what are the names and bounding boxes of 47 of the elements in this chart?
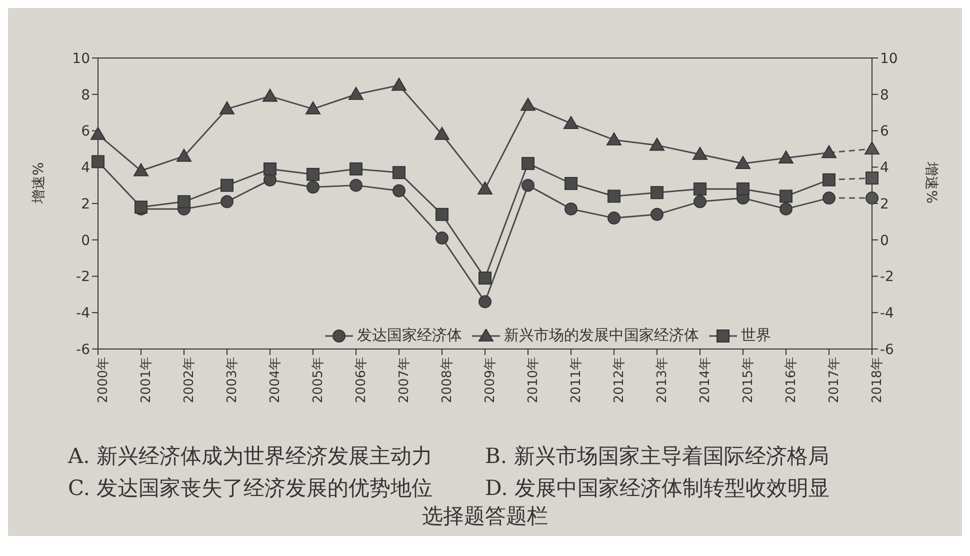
y-tick-label: 2 (81, 196, 90, 212)
x-tick-label: 2004年 (268, 357, 284, 404)
y-tick-label: 4 (81, 160, 90, 176)
text: A. 新兴经济体成为世界经济发展主动力 (68, 443, 434, 470)
y2-tick-label: -2 (880, 269, 894, 286)
legend-label: 发达国家经济体 (357, 326, 462, 345)
x-tick-label: 2018年 (870, 357, 886, 404)
text: 选择题答题栏 (421, 503, 549, 530)
x-tick-label: 2011年 (569, 357, 584, 404)
y-tick-label: 10 (72, 50, 90, 67)
x-tick-label: 2015年 (741, 357, 756, 404)
x-tick-label: 2012年 (612, 357, 628, 404)
y-tick-label: -6 (76, 342, 90, 358)
y-tick-label: 0 (81, 232, 90, 249)
x-tick-label: 2003年 (225, 357, 240, 404)
y-tick-label: -4 (76, 306, 90, 322)
y-axis-title: 增速% (30, 162, 47, 204)
y2-tick-label: 8 (880, 87, 889, 104)
y2-tick-label: -6 (880, 342, 894, 358)
y2-axis-title: 增速% (923, 161, 940, 204)
x-tick-label: 2017年 (827, 357, 842, 404)
x-tick-label: 2006年 (354, 357, 370, 404)
text: C. 发达国家丧失了经济发展的优势地位 (68, 475, 434, 502)
x-tick-label: 2016年 (784, 357, 800, 404)
x-tick-label: 2000年 (96, 357, 112, 404)
x-tick-label: 2008年 (440, 357, 456, 404)
x-tick-label: 2010年 (526, 357, 542, 404)
x-tick-label: 2002年 (182, 357, 198, 404)
y2-tick-label: 10 (880, 50, 898, 67)
x-tick-label: 2009年 (483, 357, 498, 404)
legend-label: 新兴市场的发展中国家经济体 (504, 326, 699, 345)
y2-tick-label: 6 (880, 124, 889, 140)
legend-label: 世界 (741, 326, 771, 345)
text: D. 发展中国家经济体制转型收效明显 (485, 475, 830, 502)
x-tick-label: 2005年 (311, 357, 326, 404)
x-tick-label: 2013年 (655, 357, 670, 404)
y2-tick-label: 4 (880, 160, 889, 176)
y-tick-label: 8 (81, 87, 90, 104)
x-tick-label: 2007年 (397, 357, 412, 404)
y2-tick-label: 2 (880, 196, 889, 212)
x-tick-label: 2014年 (698, 357, 714, 404)
x-tick-label: 2001年 (139, 357, 154, 404)
y-tick-label: 6 (81, 124, 90, 140)
y-tick-label: -2 (76, 269, 90, 286)
y2-tick-label: 0 (880, 232, 889, 249)
y2-tick-label: -4 (880, 306, 894, 322)
text: B. 新兴市场国家主导着国际经济格局 (485, 443, 830, 470)
